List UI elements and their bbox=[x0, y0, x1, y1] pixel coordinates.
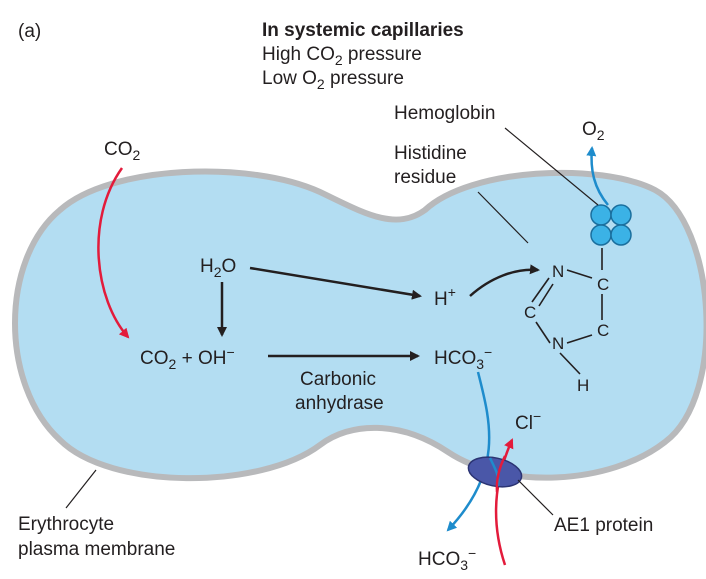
histidine-label-line2: residue bbox=[394, 167, 456, 188]
ae1-leader bbox=[517, 479, 554, 516]
enzyme-label-line1: Carbonic bbox=[300, 369, 376, 390]
co2-influx-arrow bbox=[97, 167, 130, 339]
co2-plus-oh-label: CO2 + OH− bbox=[140, 344, 235, 372]
imidazole-c-top: C bbox=[597, 275, 609, 294]
membrane-leader bbox=[65, 469, 97, 509]
cl-label: Cl− bbox=[515, 408, 541, 434]
histidine-label-line1: Histidine bbox=[394, 143, 467, 164]
histidine-leader bbox=[477, 191, 529, 244]
hplus-label: H+ bbox=[434, 284, 456, 310]
hco3-efflux-arrow bbox=[446, 371, 491, 532]
cl-influx-arrow bbox=[494, 438, 514, 566]
hemoglobin-tetramer bbox=[590, 204, 632, 246]
imidazole-n-bottom: N bbox=[552, 334, 564, 353]
header-high-co2: High CO2 pressure bbox=[262, 44, 422, 68]
imidazole-n-top: N bbox=[552, 262, 564, 281]
hco3-efflux-arrow-front bbox=[488, 457, 500, 487]
histidine-imidazole: N C C C N H bbox=[524, 248, 609, 395]
panel-label: (a) bbox=[18, 21, 41, 42]
co2-entering-label: CO2 bbox=[104, 139, 141, 163]
header-low-o2: Low O2 pressure bbox=[262, 68, 404, 92]
hemoglobin-label: Hemoglobin bbox=[394, 103, 495, 124]
o2-released-label: O2 bbox=[582, 119, 605, 143]
h2o-to-hplus-arrow bbox=[249, 266, 422, 300]
ae1-protein bbox=[467, 456, 523, 488]
o2-release-arrow bbox=[586, 146, 609, 206]
cl-influx-arrow-front bbox=[495, 455, 507, 493]
membrane-label-line2: plasma membrane bbox=[18, 539, 175, 560]
hemoglobin-leader bbox=[504, 127, 599, 206]
header-title: In systemic capillaries bbox=[262, 20, 464, 41]
imidazole-c-right: C bbox=[597, 321, 609, 340]
enzyme-label-line2: anhydrase bbox=[295, 393, 384, 414]
membrane-label-line1: Erythrocyte bbox=[18, 514, 114, 535]
ae1-label: AE1 protein bbox=[554, 515, 653, 536]
hplus-to-histidine-arrow bbox=[469, 264, 540, 297]
h2o-label: H2O bbox=[200, 256, 236, 280]
imidazole-c-left: C bbox=[524, 303, 536, 322]
hco3-outside-label: HCO3− bbox=[418, 545, 476, 573]
erythrocyte-cell bbox=[12, 168, 706, 482]
imidazole-h: H bbox=[577, 376, 589, 395]
hco3-inside-label: HCO3− bbox=[434, 344, 492, 372]
